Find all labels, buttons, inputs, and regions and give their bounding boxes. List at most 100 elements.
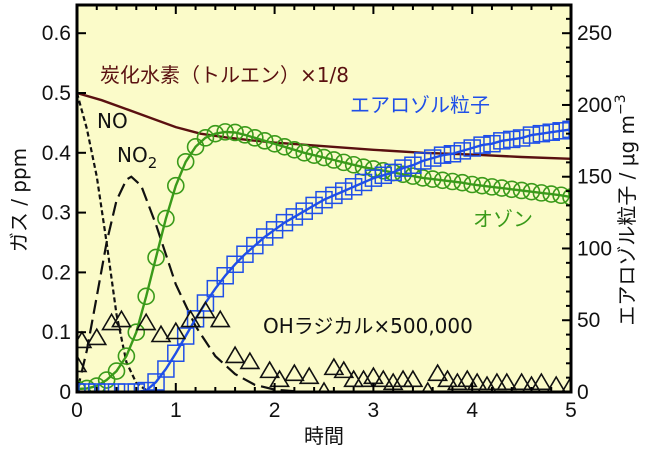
- ozone-circle-marker: [246, 129, 264, 147]
- ozone-circle-marker: [542, 185, 561, 203]
- ozone-circle-marker: [127, 323, 146, 342]
- aerosol-square-marker: [364, 169, 383, 187]
- aerosol-square-marker: [176, 327, 195, 345]
- series-1: [77, 92, 157, 392]
- series-3: [77, 123, 571, 392]
- ozone-circle-marker: [315, 148, 333, 167]
- ozone-circle-marker: [532, 184, 551, 202]
- aerosol-square-marker: [532, 124, 551, 143]
- aerosol-square-marker: [335, 182, 353, 200]
- oh-triangle-marker: [283, 363, 305, 382]
- x-axis-title: 時間: [304, 424, 344, 448]
- oh-triangle-marker: [195, 300, 216, 319]
- ozone-circle-marker: [473, 176, 491, 195]
- oh-triangle-marker: [298, 366, 320, 385]
- aerosol-square-marker: [414, 152, 432, 170]
- oh-triangle-marker: [77, 354, 88, 373]
- oh-triangle-marker: [259, 360, 281, 379]
- x-tick-label: 3: [368, 399, 380, 422]
- aerosol-square-marker: [404, 156, 422, 174]
- oh-triangle-marker: [456, 369, 478, 388]
- oh-triangle-marker: [496, 372, 518, 391]
- ozone-circle-marker: [334, 153, 353, 172]
- aerosol-square-marker: [344, 178, 363, 196]
- ozone-circle-marker: [453, 173, 472, 192]
- aerosol-square-marker: [88, 383, 106, 392]
- ozone-circle-marker: [493, 179, 511, 197]
- aerosol-square-marker: [384, 163, 402, 182]
- aerosol-square-marker: [453, 142, 472, 160]
- aerosol-label: エアロゾル粒子: [350, 93, 490, 117]
- oh-triangle-marker: [239, 351, 261, 370]
- oh-triangle-marker: [165, 321, 187, 340]
- aerosol-square-marker: [107, 383, 126, 392]
- y-tick-label: 0.2: [42, 261, 71, 284]
- aerosol-square-marker: [483, 134, 501, 153]
- ozone-circle-marker: [463, 175, 482, 194]
- aerosol-square-marker: [502, 130, 521, 149]
- x-tick-label: 2: [269, 399, 281, 422]
- y2-tick-label: 50: [577, 309, 600, 332]
- ozone-circle-marker: [147, 248, 165, 267]
- ozone-circle-marker: [107, 362, 126, 380]
- ozone-circle-marker: [196, 129, 215, 147]
- ozone-circle-marker: [423, 170, 442, 188]
- ozone-circle-marker: [117, 347, 136, 365]
- oh-triangle-marker: [224, 345, 246, 364]
- ozone-circle-marker: [285, 141, 304, 159]
- aerosol-square-marker: [315, 190, 333, 209]
- x-tick-label: 5: [565, 399, 577, 422]
- aerosol-square-marker: [423, 149, 442, 167]
- oh-triangle-marker: [111, 309, 132, 328]
- series-4: [77, 120, 571, 392]
- ozone-circle-marker: [206, 124, 225, 143]
- ozone-circle-marker: [344, 155, 363, 174]
- ozone-circle-marker: [275, 138, 294, 156]
- ozone-circle-marker: [186, 138, 205, 156]
- y2-tick-label: 150: [577, 166, 612, 189]
- oh-triangle-marker: [333, 360, 355, 379]
- no2-label: NO2: [117, 143, 157, 172]
- ozone-circle-marker: [176, 152, 195, 171]
- ozone-circle-marker: [157, 209, 175, 228]
- x-tick-label: 1: [170, 399, 182, 422]
- oh-triangle-marker: [427, 363, 449, 382]
- aerosol-square-marker: [275, 213, 294, 232]
- oh-label: OHラジカル×500,000: [263, 314, 473, 338]
- oh-triangle-marker: [511, 372, 532, 391]
- ozone-circle-marker: [364, 160, 383, 178]
- ozone-circle-marker: [483, 178, 501, 196]
- oh-triangle-marker: [530, 372, 552, 391]
- ozone-circle-marker: [295, 144, 314, 162]
- ozone-circle-marker: [265, 135, 284, 153]
- x-tick-label: 0: [71, 399, 83, 422]
- ozone-circle-marker: [512, 181, 531, 200]
- aerosol-square-marker: [325, 186, 343, 205]
- y2-axis-title-main: エアロゾル粒子 / μg m: [615, 115, 639, 326]
- no-label: NO: [97, 109, 128, 133]
- ozone-circle-marker: [97, 371, 116, 389]
- y2-tick-label: 0: [577, 381, 589, 404]
- oh-triangle-marker: [86, 327, 108, 346]
- plot-frame: [75, 3, 573, 394]
- ozone-circle-marker: [236, 126, 254, 144]
- y-tick-label: 0.1: [42, 321, 71, 344]
- aerosol-square-marker: [443, 145, 462, 163]
- oh-triangle-marker: [269, 369, 290, 388]
- aerosol-square-marker: [78, 383, 96, 392]
- oh-triangle-marker: [323, 357, 345, 376]
- y-tick-label: 0.3: [42, 202, 71, 225]
- aerosol-square-marker: [97, 383, 116, 392]
- aerosol-square-marker: [265, 221, 284, 239]
- ozone-circle-marker: [552, 186, 570, 205]
- series-line: [77, 92, 157, 392]
- aerosol-square-marker: [542, 123, 560, 141]
- aerosol-square-marker: [255, 228, 274, 246]
- aerosol-square-marker: [157, 360, 175, 378]
- aerosol-square-marker: [285, 208, 304, 226]
- y-tick-label: 0: [59, 381, 71, 404]
- y-tick-label: 0.6: [42, 22, 71, 45]
- ozone-circle-marker: [562, 188, 571, 206]
- oh-triangle-marker: [180, 309, 202, 328]
